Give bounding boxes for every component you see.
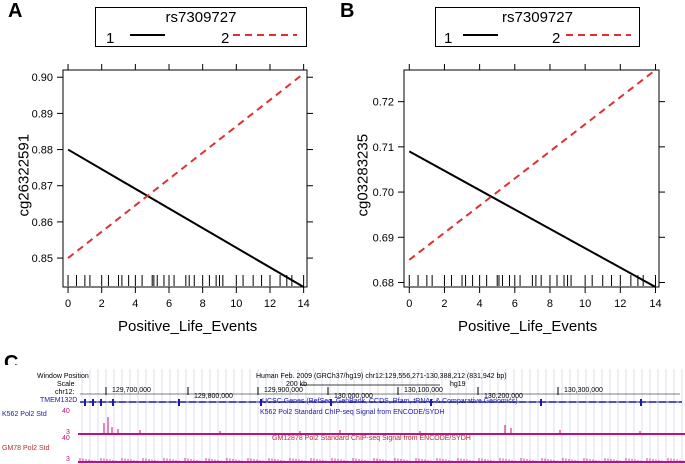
series-line-A-2 xyxy=(67,72,305,259)
exon-mark xyxy=(640,399,642,406)
x-tick-label-A: 0 xyxy=(65,298,71,310)
scale-label: Scale xyxy=(57,381,75,388)
exon-mark xyxy=(178,399,180,406)
gm-label: GM78 Pol2 Std xyxy=(2,445,50,452)
x-tick-label-B: 12 xyxy=(614,298,626,310)
legend-a-label-2: 2 xyxy=(221,30,230,47)
exon-mark xyxy=(112,399,114,406)
chart-A: 0 2 4 6 8 10 12 14 0.85 0.86 0.87 0.88 0.89 0.90 xyxy=(32,34,313,310)
scale-text: 200 kb xyxy=(286,381,308,388)
x-tick-label-B: 4 xyxy=(477,298,483,310)
x-tick-label-B: 10 xyxy=(579,298,591,310)
x-axis-title-a: Positive_Life_Events xyxy=(118,318,258,335)
y-tick-label-A: 0.85 xyxy=(32,253,53,265)
chr-label: chr12: xyxy=(55,389,75,396)
x-tick-label-A: 4 xyxy=(132,298,138,310)
x-tick-label-B: 0 xyxy=(406,298,412,310)
y-tick-label-B: 0.72 xyxy=(373,97,394,109)
y-tick-label-B: 0.70 xyxy=(373,187,394,199)
y-tick-label-A: 0.86 xyxy=(32,217,53,229)
hg19-label: hg19 xyxy=(450,381,466,388)
gm-scale-bottom: 3 xyxy=(66,456,70,463)
x-tick-label-A: 10 xyxy=(230,298,242,310)
series-line-B-2 xyxy=(408,69,657,261)
legend-b-label-1: 1 xyxy=(444,30,453,47)
ruler-position-label: 129,900,000 xyxy=(264,387,303,394)
charts-svg: 0 2 4 6 8 10 12 14 0.85 0.86 0.87 0.88 0.89 0.90 0 2 4 6 8… xyxy=(32,34,665,310)
legend-a: rs7309727 1 2 xyxy=(95,7,307,47)
ruler-position-label: 130,100,000 xyxy=(404,387,443,394)
ruler-position-label: 129,800,000 xyxy=(194,393,233,400)
legend-a-label-1: 1 xyxy=(106,30,115,47)
plot-frame-B xyxy=(403,69,660,288)
k562-scale-top: 40 xyxy=(62,408,70,415)
exon-mark xyxy=(260,399,262,406)
browser-header: Human Feb. 2009 (GRCh37/hg19) chr12:129,… xyxy=(256,373,507,380)
x-tick-label-B: 6 xyxy=(512,298,518,310)
y-tick-label-A: 0.87 xyxy=(32,181,53,193)
series-line-A-1 xyxy=(67,148,305,288)
genome-browser: Window Position Scale chr12: Human Feb. … xyxy=(0,365,685,464)
genes-track-title: UCSC Genes (RefSeq, GenBank, CCDS, Rfam,… xyxy=(262,398,518,405)
panel-letter-b: B xyxy=(340,0,355,22)
k562-scale-bottom: 3 xyxy=(66,429,70,436)
chart-B: 0 2 4 6 8 10 12 14 0.68 0.69 0.70 0.71 0.72 xyxy=(373,34,665,310)
gm-track-title: GM12878 Pol2 Standard ChIP-seq Signal fr… xyxy=(272,435,471,442)
ruler-position-label: 130,200,000 xyxy=(484,393,523,400)
exon-mark xyxy=(330,399,332,406)
gene-label: TMEM132D xyxy=(40,397,78,404)
x-tick-label-B: 14 xyxy=(649,298,661,310)
exon-mark xyxy=(430,399,432,406)
legend-b: rs7309727 1 2 xyxy=(435,7,640,47)
browser-svg xyxy=(0,365,685,464)
k562-label: K562 Pol2 Std xyxy=(2,411,47,418)
y-tick-label-A: 0.88 xyxy=(32,145,53,157)
x-axis-title-b: Positive_Life_Events xyxy=(458,318,598,335)
exon-mark xyxy=(84,399,86,406)
x-tick-label-B: 2 xyxy=(441,298,447,310)
series-line-B-1 xyxy=(408,150,656,288)
ruler-position-label: 129,700,000 xyxy=(112,387,151,394)
gm-scale-top: 40 xyxy=(62,435,70,442)
y-tick-label-B: 0.68 xyxy=(373,277,394,289)
y-tick-label-B: 0.71 xyxy=(373,142,394,154)
window-position-label: Window Position xyxy=(37,373,89,380)
exon-mark xyxy=(540,399,542,406)
legend-b-label-2: 2 xyxy=(552,30,561,47)
x-tick-label-A: 2 xyxy=(99,298,105,310)
legend-a-title: rs7309727 xyxy=(165,9,237,26)
exon-mark xyxy=(100,399,102,406)
x-tick-label-A: 6 xyxy=(166,298,172,310)
ruler-position-label: 130,000,000 xyxy=(334,393,373,400)
y-tick-label-A: 0.90 xyxy=(32,72,53,84)
x-tick-label-A: 8 xyxy=(200,298,206,310)
y-tick-label-A: 0.89 xyxy=(32,108,53,120)
x-tick-label-B: 8 xyxy=(547,298,553,310)
panel-letter-a: A xyxy=(8,0,23,22)
ruler-position-label: 130,300,000 xyxy=(564,387,603,394)
exon-mark xyxy=(92,399,94,406)
y-tick-label-B: 0.69 xyxy=(373,232,394,244)
plot-frame-A xyxy=(62,69,308,288)
x-tick-label-A: 14 xyxy=(298,298,310,310)
x-tick-label-A: 12 xyxy=(264,298,276,310)
legend-b-title: rs7309727 xyxy=(502,9,573,26)
k562-track-title: K562 Pol2 Standard ChIP-seq Signal from … xyxy=(260,409,445,416)
